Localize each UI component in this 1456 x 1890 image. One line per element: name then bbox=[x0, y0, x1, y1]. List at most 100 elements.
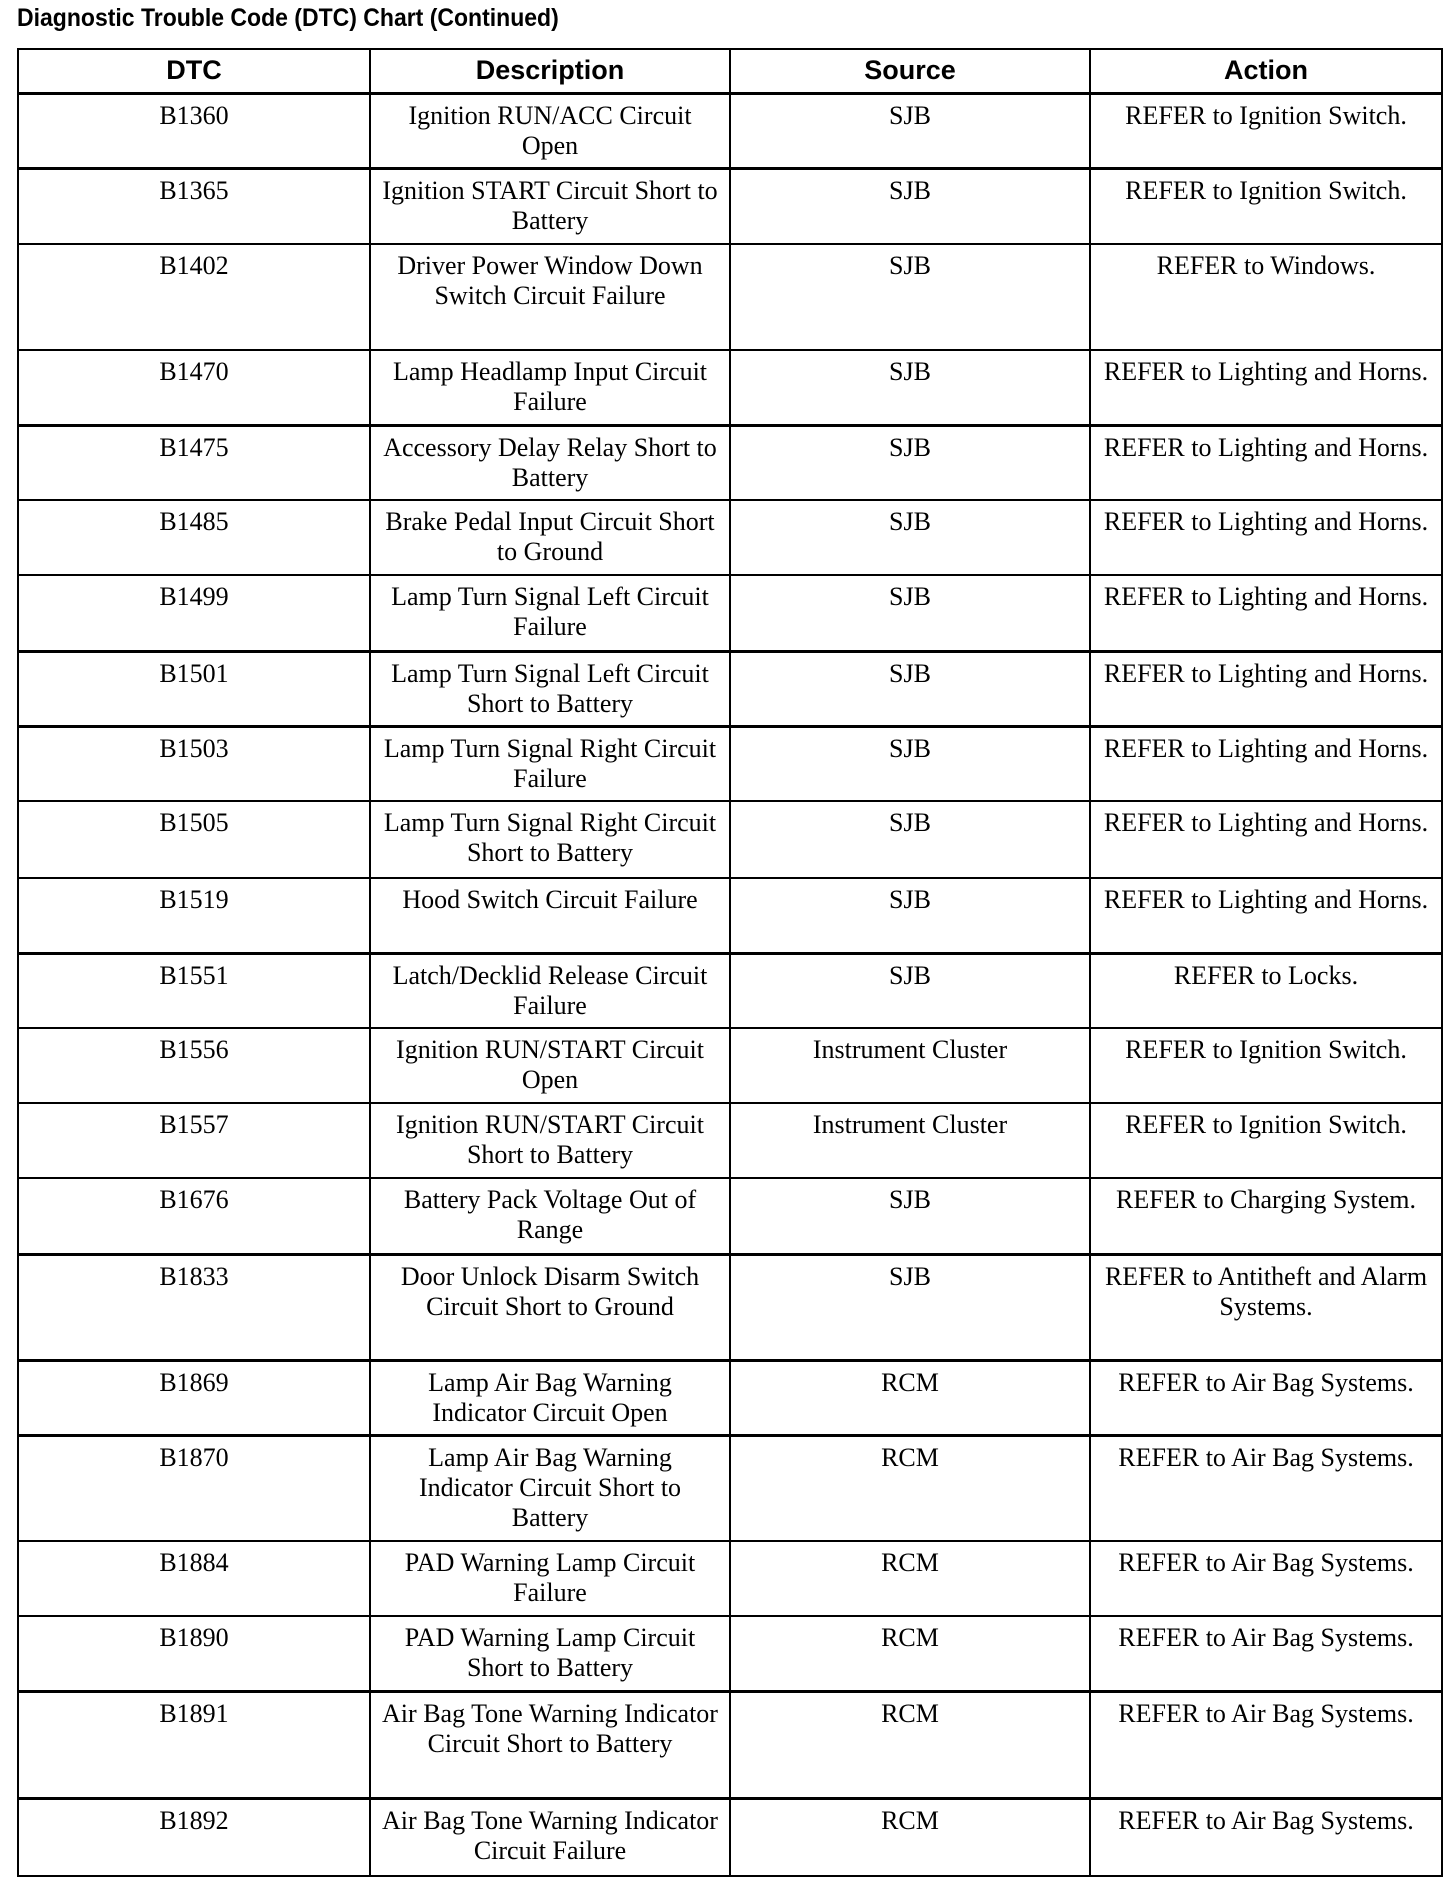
column-header-action: Action bbox=[1089, 48, 1443, 95]
cell-description: Ignition RUN/START Circuit Short to Batt… bbox=[369, 1102, 731, 1179]
cell-action: REFER to Air Bag Systems. bbox=[1089, 1358, 1443, 1436]
cell-description: Door Unlock Disarm Switch Circuit Short … bbox=[369, 1252, 731, 1361]
cell-source: RCM bbox=[729, 1540, 1091, 1617]
cell-action: REFER to Lighting and Horns. bbox=[1089, 423, 1443, 501]
cell-dtc: B1365 bbox=[17, 166, 371, 245]
cell-dtc: B1557 bbox=[17, 1102, 371, 1179]
cell-description: Ignition RUN/ACC Circuit Open bbox=[369, 92, 731, 169]
cell-description: Lamp Turn Signal Left Circuit Short to B… bbox=[369, 649, 731, 727]
table-row: B1870 Lamp Air Bag Warning Indicator Circ… bbox=[17, 1433, 1443, 1542]
cell-description: PAD Warning Lamp Circuit Short to Batter… bbox=[369, 1615, 731, 1692]
table-row: B1869 Lamp Air Bag Warning Indicator Circ… bbox=[17, 1358, 1443, 1436]
cell-dtc: B1676 bbox=[17, 1177, 371, 1255]
cell-action: REFER to Lighting and Horns. bbox=[1089, 574, 1443, 652]
cell-source: SJB bbox=[729, 349, 1091, 426]
cell-dtc: B1503 bbox=[17, 724, 371, 802]
cell-action: REFER to Ignition Switch. bbox=[1089, 92, 1443, 169]
cell-description: Driver Power Window Down Switch Circuit … bbox=[369, 243, 731, 351]
table-row: B1503 Lamp Turn Signal Right Circuit Fail… bbox=[17, 724, 1443, 802]
table-row: B1884 PAD Warning Lamp Circuit Failure RCM… bbox=[17, 1540, 1443, 1617]
cell-action: REFER to Antitheft and Alarm Systems. bbox=[1089, 1252, 1443, 1361]
table-row: B1505 Lamp Turn Signal Right Circuit Shor… bbox=[17, 800, 1443, 879]
cell-description: Lamp Turn Signal Right Circuit Short to … bbox=[369, 800, 731, 879]
cell-dtc: B1890 bbox=[17, 1615, 371, 1692]
cell-dtc: B1869 bbox=[17, 1358, 371, 1436]
cell-action: REFER to Lighting and Horns. bbox=[1089, 724, 1443, 802]
table-row: B1551 Latch/Decklid Release Circuit Failu… bbox=[17, 951, 1443, 1029]
cell-description: Air Bag Tone Warning Indicator Circuit S… bbox=[369, 1689, 731, 1799]
cell-source: SJB bbox=[729, 951, 1091, 1029]
table-header-row: DTC Description Source Action bbox=[17, 48, 1443, 95]
cell-action: REFER to Lighting and Horns. bbox=[1089, 877, 1443, 954]
table-row: B1557 Ignition RUN/START Circuit Short to… bbox=[17, 1102, 1443, 1179]
cell-description: Lamp Air Bag Warning Indicator Circuit S… bbox=[369, 1433, 731, 1542]
table-row: B1402 Driver Power Window Down Switch Cir… bbox=[17, 243, 1443, 351]
cell-action: REFER to Lighting and Horns. bbox=[1089, 649, 1443, 727]
cell-source: Instrument Cluster bbox=[729, 1102, 1091, 1179]
table-row: B1891 Air Bag Tone Warning Indicator Circ… bbox=[17, 1689, 1443, 1799]
cell-source: RCM bbox=[729, 1615, 1091, 1692]
cell-source: SJB bbox=[729, 499, 1091, 576]
cell-dtc: B1505 bbox=[17, 800, 371, 879]
cell-source: SJB bbox=[729, 1252, 1091, 1361]
cell-dtc: B1556 bbox=[17, 1027, 371, 1104]
cell-source: SJB bbox=[729, 574, 1091, 652]
table-row: B1501 Lamp Turn Signal Left Circuit Short… bbox=[17, 649, 1443, 727]
cell-description: Lamp Turn Signal Right Circuit Failure bbox=[369, 724, 731, 802]
cell-dtc: B1884 bbox=[17, 1540, 371, 1617]
cell-source: SJB bbox=[729, 423, 1091, 501]
table-row: B1833 Door Unlock Disarm Switch Circuit S… bbox=[17, 1252, 1443, 1361]
cell-source: Instrument Cluster bbox=[729, 1027, 1091, 1104]
table-row: B1475 Accessory Delay Relay Short to Batt… bbox=[17, 423, 1443, 501]
cell-dtc: B1891 bbox=[17, 1689, 371, 1799]
cell-dtc: B1501 bbox=[17, 649, 371, 727]
cell-source: SJB bbox=[729, 166, 1091, 245]
cell-dtc: B1402 bbox=[17, 243, 371, 351]
cell-description: Ignition RUN/START Circuit Open bbox=[369, 1027, 731, 1104]
cell-description: PAD Warning Lamp Circuit Failure bbox=[369, 1540, 731, 1617]
cell-description: Lamp Headlamp Input Circuit Failure bbox=[369, 349, 731, 426]
table-row: B1360 Ignition RUN/ACC Circuit Open SJB REF… bbox=[17, 92, 1443, 169]
cell-action: REFER to Lighting and Horns. bbox=[1089, 499, 1443, 576]
cell-dtc: B1870 bbox=[17, 1433, 371, 1542]
cell-source: RCM bbox=[729, 1689, 1091, 1799]
table-row: B1892 Air Bag Tone Warning Indicator Circ… bbox=[17, 1796, 1443, 1877]
cell-action: REFER to Air Bag Systems. bbox=[1089, 1689, 1443, 1799]
cell-description: Brake Pedal Input Circuit Short to Groun… bbox=[369, 499, 731, 576]
cell-description: Lamp Turn Signal Left Circuit Failure bbox=[369, 574, 731, 652]
dtc-table: DTC Description Source Action B1360 Ignit… bbox=[17, 48, 1443, 1877]
cell-dtc: B1470 bbox=[17, 349, 371, 426]
table-row: B1470 Lamp Headlamp Input Circuit Failure… bbox=[17, 349, 1443, 426]
cell-description: Air Bag Tone Warning Indicator Circuit F… bbox=[369, 1796, 731, 1877]
table-row: B1519 Hood Switch Circuit Failure SJB REFER… bbox=[17, 877, 1443, 954]
cell-dtc: B1892 bbox=[17, 1796, 371, 1877]
cell-action: REFER to Locks. bbox=[1089, 951, 1443, 1029]
cell-action: REFER to Air Bag Systems. bbox=[1089, 1540, 1443, 1617]
cell-action: REFER to Lighting and Horns. bbox=[1089, 349, 1443, 426]
cell-description: Hood Switch Circuit Failure bbox=[369, 877, 731, 954]
column-header-source: Source bbox=[729, 48, 1091, 95]
cell-dtc: B1360 bbox=[17, 92, 371, 169]
cell-dtc: B1833 bbox=[17, 1252, 371, 1361]
cell-source: SJB bbox=[729, 1177, 1091, 1255]
cell-source: SJB bbox=[729, 877, 1091, 954]
cell-action: REFER to Charging System. bbox=[1089, 1177, 1443, 1255]
cell-source: RCM bbox=[729, 1358, 1091, 1436]
column-header-dtc: DTC bbox=[17, 48, 371, 95]
cell-action: REFER to Windows. bbox=[1089, 243, 1443, 351]
cell-dtc: B1551 bbox=[17, 951, 371, 1029]
cell-source: SJB bbox=[729, 724, 1091, 802]
cell-action: REFER to Air Bag Systems. bbox=[1089, 1433, 1443, 1542]
cell-description: Battery Pack Voltage Out of Range bbox=[369, 1177, 731, 1255]
cell-source: SJB bbox=[729, 649, 1091, 727]
cell-action: REFER to Ignition Switch. bbox=[1089, 1102, 1443, 1179]
cell-dtc: B1485 bbox=[17, 499, 371, 576]
cell-source: RCM bbox=[729, 1433, 1091, 1542]
cell-source: SJB bbox=[729, 243, 1091, 351]
table-row: B1676 Battery Pack Voltage Out of Range SJ… bbox=[17, 1177, 1443, 1255]
cell-action: REFER to Air Bag Systems. bbox=[1089, 1796, 1443, 1877]
table-row: B1485 Brake Pedal Input Circuit Short to … bbox=[17, 499, 1443, 576]
cell-source: SJB bbox=[729, 92, 1091, 169]
cell-description: Latch/Decklid Release Circuit Failure bbox=[369, 951, 731, 1029]
cell-description: Accessory Delay Relay Short to Battery bbox=[369, 423, 731, 501]
